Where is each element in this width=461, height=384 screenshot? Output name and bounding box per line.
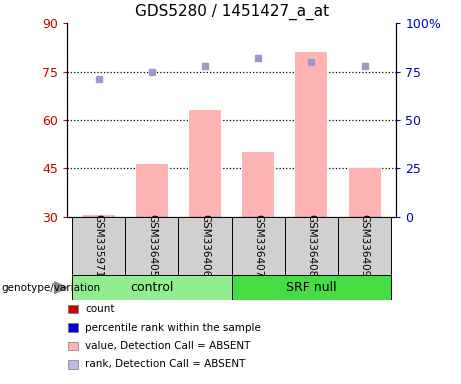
- Bar: [83, 215, 115, 217]
- Text: GSM336408: GSM336408: [307, 214, 316, 277]
- Text: GSM336409: GSM336409: [360, 214, 370, 277]
- Text: percentile rank within the sample: percentile rank within the sample: [85, 323, 261, 333]
- Text: genotype/variation: genotype/variation: [1, 283, 100, 293]
- Text: GSM336407: GSM336407: [253, 214, 263, 277]
- Bar: [242, 152, 274, 217]
- Bar: [296, 52, 327, 217]
- Title: GDS5280 / 1451427_a_at: GDS5280 / 1451427_a_at: [135, 4, 329, 20]
- Bar: [189, 110, 221, 217]
- Bar: [178, 217, 231, 275]
- Text: GSM336406: GSM336406: [200, 214, 210, 277]
- Text: rank, Detection Call = ABSENT: rank, Detection Call = ABSENT: [85, 359, 246, 369]
- Bar: [136, 164, 168, 217]
- Bar: [349, 169, 380, 217]
- Bar: [125, 217, 178, 275]
- Text: count: count: [85, 304, 115, 314]
- Bar: [231, 275, 391, 300]
- Bar: [285, 217, 338, 275]
- Text: SRF null: SRF null: [286, 281, 337, 294]
- Text: value, Detection Call = ABSENT: value, Detection Call = ABSENT: [85, 341, 251, 351]
- Bar: [231, 217, 285, 275]
- Text: GSM335971: GSM335971: [94, 214, 104, 278]
- Bar: [338, 217, 391, 275]
- Bar: [72, 275, 231, 300]
- Text: GSM336405: GSM336405: [147, 214, 157, 277]
- Text: control: control: [130, 281, 174, 294]
- Bar: [72, 217, 125, 275]
- Polygon shape: [54, 282, 67, 293]
